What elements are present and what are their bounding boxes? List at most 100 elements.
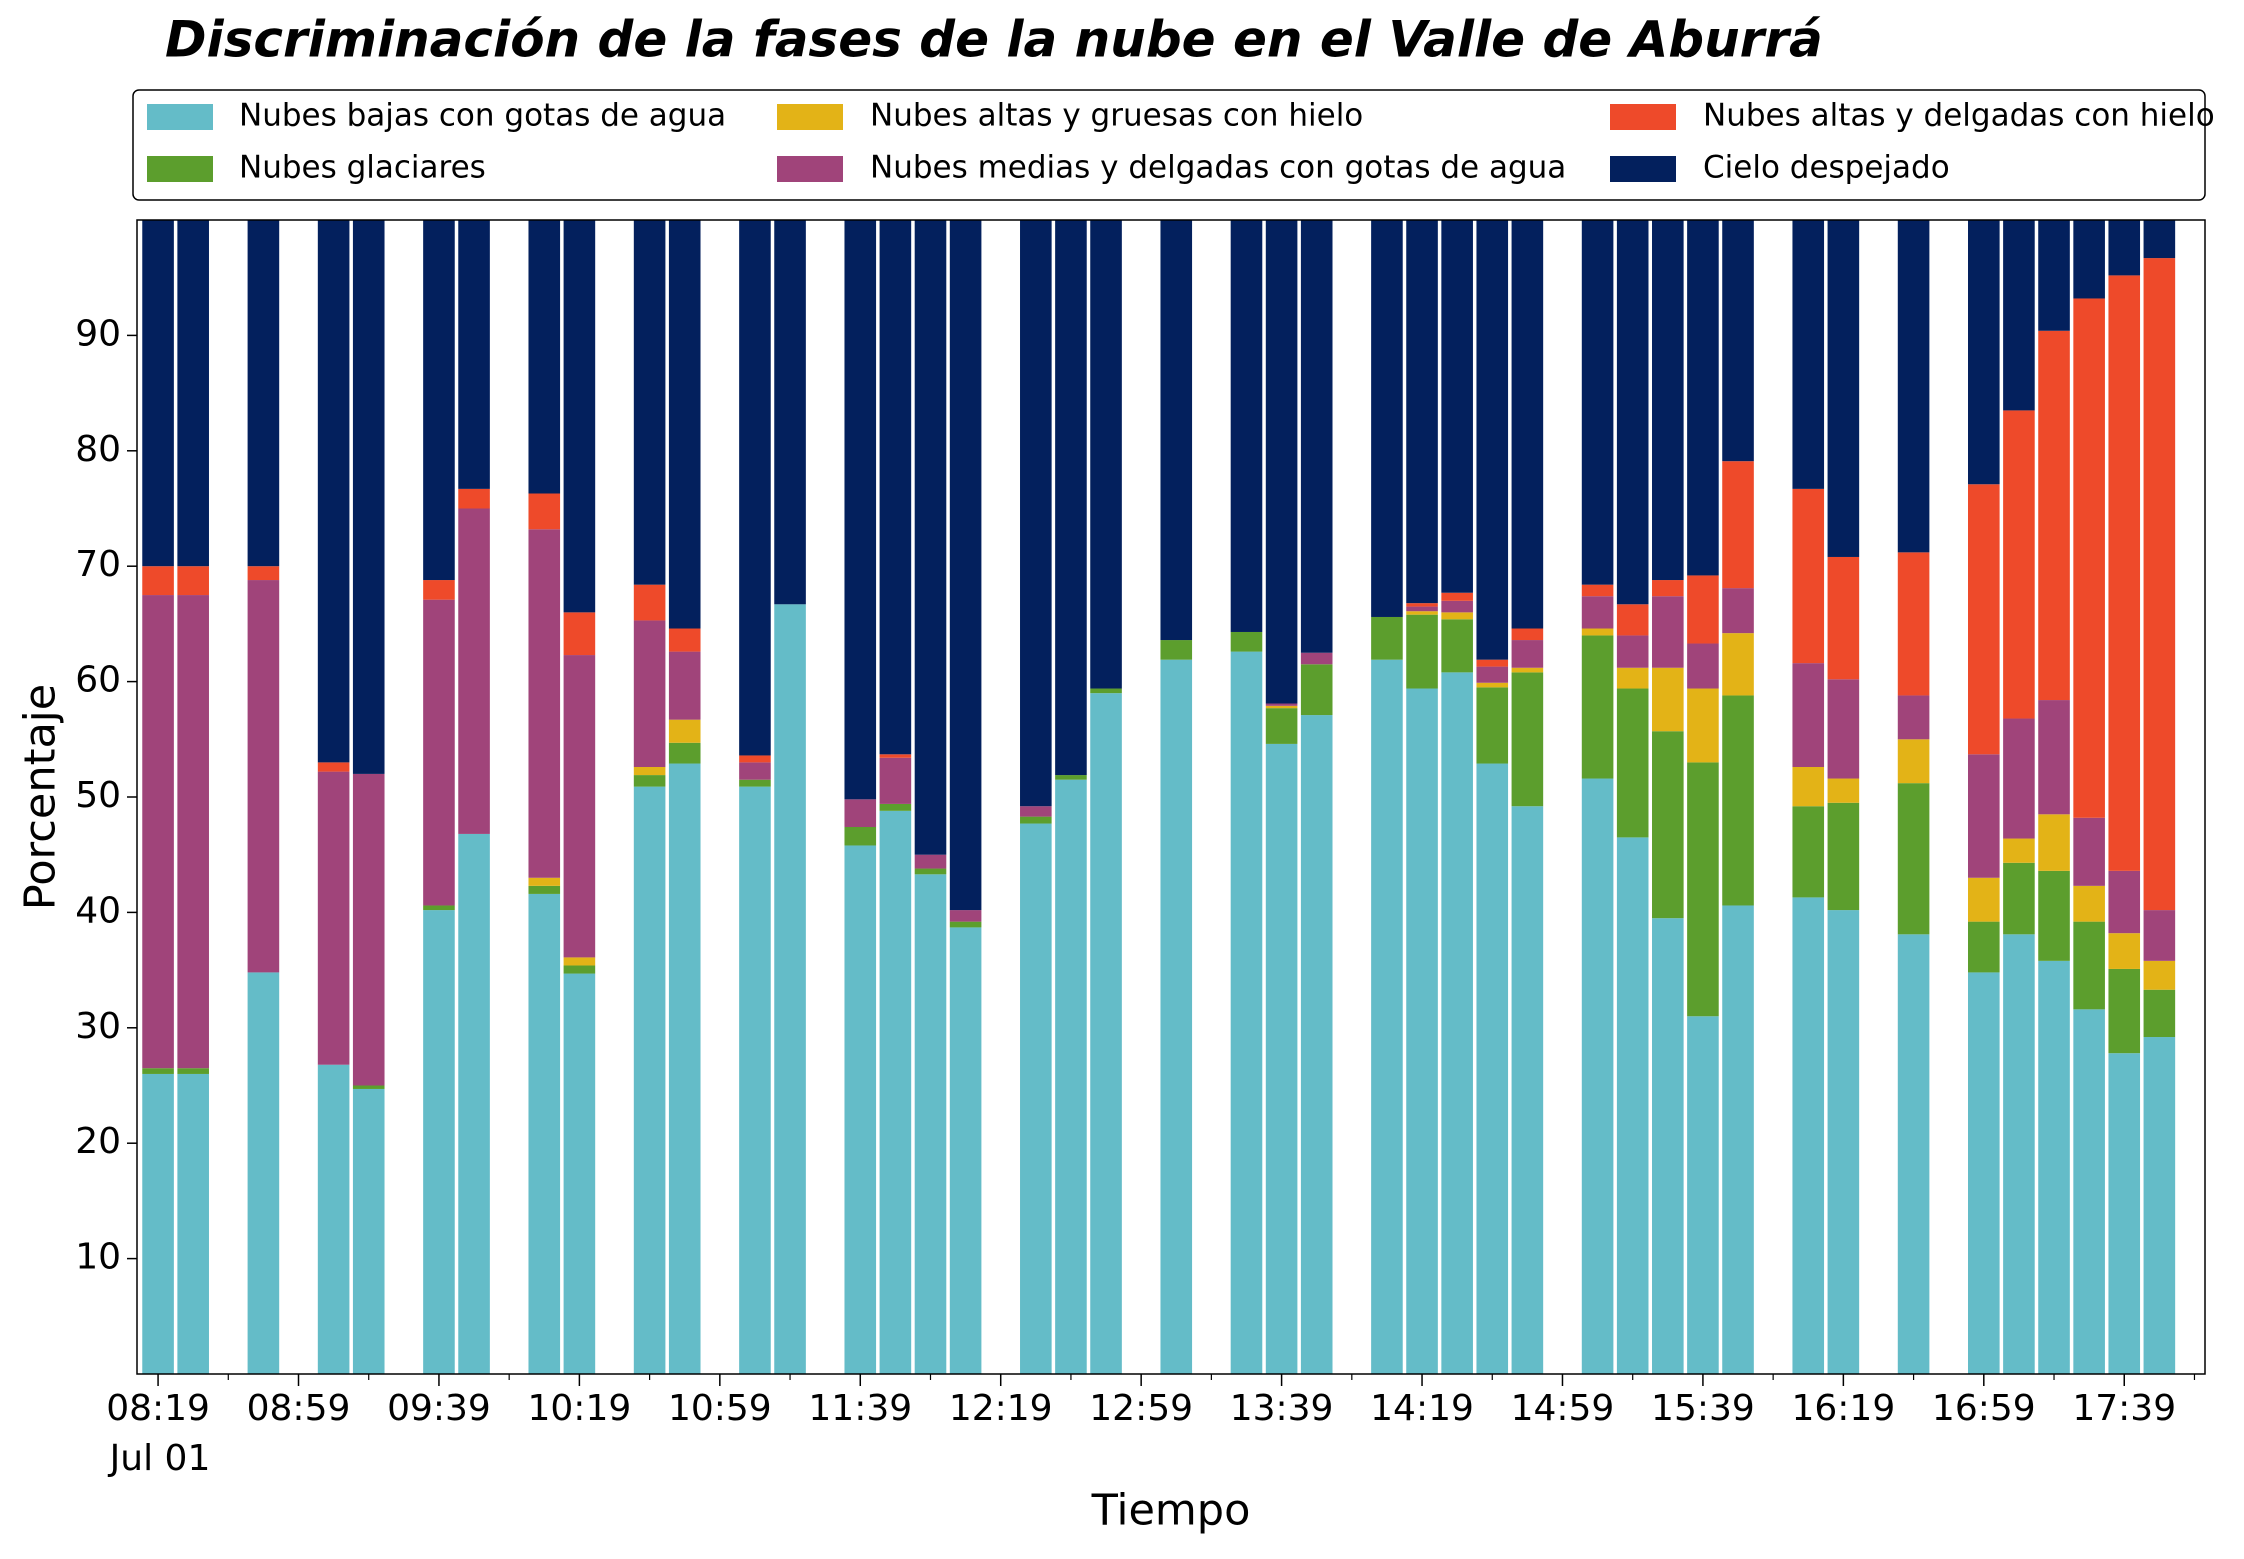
legend-swatch — [147, 156, 213, 182]
bar-segment — [2143, 989, 2176, 1038]
bar-segment — [949, 220, 982, 911]
bar-segment — [352, 773, 385, 1086]
bar-segment — [1441, 600, 1473, 613]
bar-segment — [317, 762, 350, 772]
bar-segment — [1406, 688, 1438, 1374]
bar-segment — [1722, 461, 1754, 589]
bar-segment — [879, 757, 912, 804]
bar-segment — [668, 651, 701, 720]
y-axis-label: Porcentaje — [16, 684, 66, 910]
bar-segment — [1511, 806, 1544, 1374]
bar-segment — [1476, 666, 1509, 683]
x-tick-label: 12:59 — [1089, 1388, 1193, 1429]
bar-segment — [1581, 584, 1614, 597]
legend-swatch — [1610, 156, 1676, 182]
bar-segment — [1652, 731, 1684, 919]
bar-segment — [247, 972, 280, 1374]
bar-segment — [2073, 921, 2105, 1010]
bar-segment — [633, 620, 666, 767]
bar-segment — [458, 833, 490, 1374]
bar-segment — [1230, 631, 1263, 652]
x-tick-label: 16:19 — [1791, 1388, 1895, 1429]
legend-swatch — [777, 104, 843, 130]
y-tick-label: 50 — [75, 775, 121, 816]
bar-segment — [1616, 837, 1649, 1374]
bar-segment — [1827, 802, 1860, 911]
bar-segment — [2038, 700, 2070, 815]
y-tick-label: 90 — [75, 313, 121, 354]
bar-segment — [739, 786, 771, 1374]
bar-segment — [1511, 672, 1544, 807]
bar-segment — [352, 220, 385, 774]
bar-segment — [1827, 556, 1860, 680]
bar-segment — [2003, 934, 2035, 1374]
bar-segment — [2108, 933, 2141, 969]
y-tick-label: 40 — [75, 890, 121, 931]
bar-segment — [1652, 596, 1684, 668]
legend-label: Nubes glaciares — [239, 150, 486, 186]
bar-segment — [2143, 960, 2176, 990]
bar-segment — [1968, 484, 2000, 755]
bar-segment — [1406, 603, 1438, 607]
bar-segment — [2073, 1009, 2105, 1374]
bar-segment — [949, 927, 982, 1374]
bar-segment — [1616, 220, 1649, 605]
bar-segment — [1230, 651, 1263, 1374]
bar-segment — [1827, 679, 1860, 779]
bar-segment — [633, 220, 666, 585]
bar-segment — [1441, 592, 1473, 601]
bar-segment — [1511, 640, 1544, 668]
bar-segment — [2073, 220, 2105, 299]
bar-segment — [1230, 220, 1263, 632]
bar-segment — [2003, 718, 2035, 839]
bar-segment — [879, 810, 912, 1374]
x-tick-label: 14:59 — [1511, 1388, 1615, 1429]
bar-segment — [1581, 635, 1614, 779]
bar-segment — [879, 803, 912, 811]
bar-segment — [1827, 778, 1860, 803]
bar-segment — [1406, 220, 1438, 604]
bar-segment — [1827, 910, 1860, 1374]
bar-segment — [2003, 838, 2035, 863]
bar-segment — [177, 1068, 209, 1074]
y-tick-label: 80 — [75, 429, 121, 470]
legend-swatch — [147, 104, 213, 130]
bar-segment — [1652, 220, 1684, 581]
bar-segment — [633, 584, 666, 621]
bar-segment — [1792, 897, 1825, 1374]
bar-segment — [1300, 715, 1333, 1374]
bar-segment — [1687, 1016, 1719, 1374]
bar-segment — [774, 604, 806, 1374]
bar-segment — [1441, 672, 1473, 1374]
bar-segment — [1476, 659, 1509, 667]
bar-segment — [1581, 628, 1614, 636]
bar-segment — [1441, 619, 1473, 673]
bar-segment — [2003, 220, 2035, 411]
bar-segment — [1968, 972, 2000, 1374]
bar-segment — [1300, 664, 1333, 716]
bar-segment — [2073, 885, 2105, 922]
bar-segment — [563, 957, 596, 966]
bar-segment — [1441, 220, 1473, 593]
bar-segment — [1687, 762, 1719, 1017]
bar-segment — [2108, 275, 2141, 871]
bar-segment — [1020, 806, 1052, 817]
bar-segment — [142, 220, 174, 567]
bar-segment — [1652, 918, 1684, 1374]
legend-box — [132, 89, 2206, 201]
bar-segment — [1687, 643, 1719, 689]
bar-segment — [879, 754, 912, 758]
bar-segment — [633, 766, 666, 776]
bar-segment — [914, 854, 947, 869]
bar-segment — [1652, 667, 1684, 732]
bar-segment — [1090, 688, 1122, 694]
bar-segment — [1652, 580, 1684, 597]
x-tick-label: 11:39 — [808, 1388, 912, 1429]
bar-segment — [1792, 806, 1825, 898]
bar-segment — [2073, 298, 2105, 818]
y-tick-label: 30 — [75, 1006, 121, 1047]
bar-segment — [142, 1068, 174, 1074]
bar-segment — [1055, 220, 1087, 776]
bar-segment — [1722, 633, 1754, 696]
bar-segment — [1441, 612, 1473, 620]
